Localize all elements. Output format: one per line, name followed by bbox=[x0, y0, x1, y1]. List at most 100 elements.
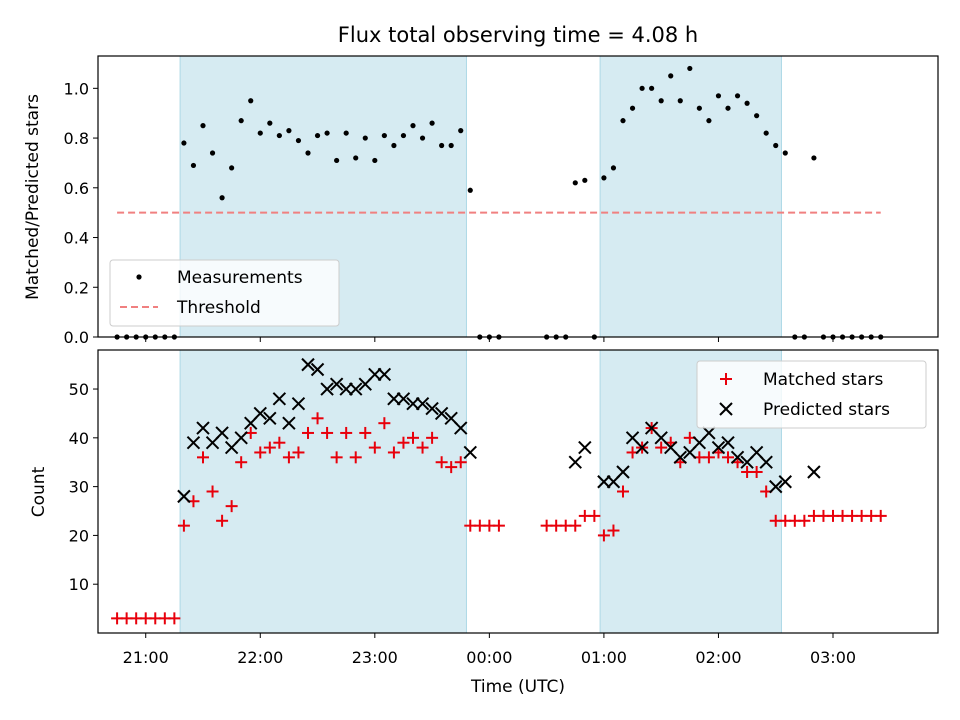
point-measurements bbox=[219, 195, 225, 201]
point-matched-stars bbox=[435, 456, 448, 469]
y-tick-label: 0.0 bbox=[64, 328, 89, 347]
point-predicted-stars bbox=[396, 392, 411, 406]
point-predicted-stars bbox=[807, 465, 821, 479]
point-predicted-stars bbox=[721, 435, 735, 450]
point-predicted-stars bbox=[253, 406, 267, 421]
point-matched-stars bbox=[340, 426, 353, 439]
point-measurements bbox=[324, 130, 330, 136]
point-matched-stars bbox=[206, 485, 219, 498]
point-matched-stars bbox=[263, 441, 276, 454]
point-measurements bbox=[734, 93, 741, 99]
point-matched-stars bbox=[168, 612, 181, 625]
legend-label-measurements: Measurements bbox=[177, 268, 303, 288]
point-matched-stars bbox=[387, 446, 400, 459]
point-predicted-stars bbox=[349, 382, 363, 396]
point-matched-stars bbox=[349, 451, 362, 464]
point-predicted-stars bbox=[272, 392, 287, 406]
point-measurements bbox=[782, 150, 788, 156]
point-measurements bbox=[610, 165, 617, 171]
point-predicted-stars bbox=[406, 396, 420, 411]
point-matched-stars bbox=[292, 446, 305, 459]
point-matched-stars bbox=[254, 446, 267, 459]
point-predicted-stars bbox=[310, 362, 325, 377]
bottom-y-axis-label: Count bbox=[29, 466, 49, 517]
point-measurements bbox=[811, 155, 817, 161]
point-predicted-stars bbox=[329, 377, 344, 391]
y-tick-label: 50 bbox=[69, 380, 89, 399]
point-matched-stars bbox=[588, 509, 601, 522]
bottom-plot-frame bbox=[97, 349, 939, 634]
point-matched-stars bbox=[569, 519, 582, 532]
point-predicted-stars bbox=[730, 450, 745, 465]
point-measurements bbox=[343, 130, 349, 136]
observing-window-band bbox=[600, 56, 782, 337]
top-legend: Measurements Threshold bbox=[109, 259, 340, 327]
point-measurements bbox=[381, 132, 387, 139]
point-measurements bbox=[639, 85, 645, 91]
point-predicted-stars bbox=[215, 426, 229, 440]
point-measurements bbox=[286, 128, 292, 134]
point-measurements bbox=[754, 113, 760, 119]
point-matched-stars bbox=[273, 436, 286, 449]
point-measurements bbox=[715, 93, 722, 99]
point-matched-stars bbox=[378, 417, 391, 430]
point-predicted-stars bbox=[778, 475, 792, 489]
point-predicted-stars bbox=[769, 479, 783, 494]
point-predicted-stars bbox=[673, 450, 687, 465]
point-predicted-stars bbox=[291, 396, 306, 411]
point-predicted-stars bbox=[702, 426, 716, 440]
point-predicted-stars bbox=[320, 382, 334, 396]
x-tick-label: 02:00 bbox=[695, 648, 741, 667]
point-matched-stars bbox=[359, 426, 372, 439]
point-matched-stars bbox=[235, 456, 248, 469]
point-measurements bbox=[467, 187, 473, 193]
point-measurements bbox=[181, 140, 187, 146]
point-matched-stars bbox=[302, 426, 314, 439]
point-predicted-stars bbox=[759, 455, 773, 469]
point-predicted-stars bbox=[301, 357, 315, 372]
point-measurements bbox=[372, 157, 378, 164]
point-matched-stars bbox=[607, 524, 620, 537]
point-matched-stars bbox=[722, 451, 734, 464]
point-measurements bbox=[458, 128, 464, 134]
legend-marker-matched-stars bbox=[720, 373, 732, 385]
x-axis-label: Time (UTC) bbox=[470, 677, 565, 697]
point-matched-stars bbox=[321, 426, 334, 439]
point-predicted-stars bbox=[339, 382, 353, 396]
legend-marker-measurements bbox=[136, 274, 142, 280]
point-matched-stars bbox=[197, 451, 209, 464]
point-matched-stars bbox=[750, 465, 763, 478]
point-matched-stars bbox=[617, 485, 629, 498]
point-measurements bbox=[696, 105, 702, 111]
point-measurements bbox=[658, 98, 664, 104]
top-panel: 0.0 0.2 0.4 0.6 0.8 1.0 Matched/Predicted sta… bbox=[23, 55, 939, 347]
point-matched-stars bbox=[330, 451, 343, 464]
point-matched-stars bbox=[368, 441, 381, 454]
point-predicted-stars bbox=[597, 475, 611, 489]
point-measurements bbox=[763, 130, 769, 136]
point-matched-stars bbox=[282, 451, 295, 464]
point-measurements bbox=[305, 150, 311, 156]
point-predicted-stars bbox=[263, 411, 277, 426]
point-measurements bbox=[257, 130, 263, 136]
point-predicted-stars bbox=[425, 401, 439, 416]
point-matched-stars bbox=[216, 514, 229, 527]
point-matched-stars bbox=[311, 412, 324, 425]
point-measurements bbox=[353, 155, 359, 161]
point-matched-stars bbox=[225, 500, 238, 513]
point-predicted-stars bbox=[415, 396, 430, 411]
point-measurements bbox=[238, 118, 244, 124]
point-measurements bbox=[334, 157, 340, 164]
point-measurements bbox=[439, 142, 445, 149]
point-measurements bbox=[687, 65, 693, 72]
point-measurements bbox=[668, 73, 674, 79]
point-measurements bbox=[410, 123, 416, 129]
point-measurements bbox=[276, 132, 282, 139]
x-tick-label: 01:00 bbox=[581, 648, 627, 667]
x-tick-label: 22:00 bbox=[237, 648, 283, 667]
legend-label-matched-stars: Matched stars bbox=[763, 370, 883, 390]
point-matched-stars bbox=[702, 451, 715, 464]
x-tick-label: 03:00 bbox=[810, 648, 856, 667]
point-measurements bbox=[419, 135, 426, 141]
point-matched-stars bbox=[407, 431, 419, 444]
